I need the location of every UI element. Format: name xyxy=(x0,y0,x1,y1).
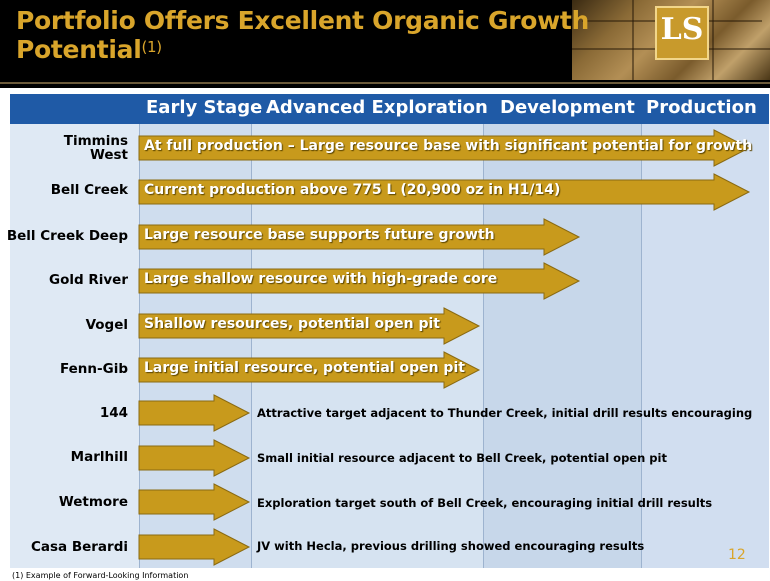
desc-144: Attractive target adjacent to Thunder Cr… xyxy=(257,406,753,420)
slide-title: Portfolio Offers Excellent Organic Growt… xyxy=(16,6,589,64)
label-column xyxy=(10,94,139,568)
title-footnote-ref: (1) xyxy=(141,38,162,56)
row-label-timmins-west: Timmins West xyxy=(63,133,128,163)
column-header-development: Development xyxy=(500,97,635,118)
row-label-bell-creek-deep: Bell Creek Deep xyxy=(6,228,128,244)
row-label-fenn-gib: Fenn-Gib xyxy=(59,361,128,377)
divider-2 xyxy=(251,124,252,568)
arrow-144 xyxy=(138,394,251,432)
arrow-vogel: Shallow resources, potential open pit xyxy=(138,307,481,345)
arrow-fenn-gib: Large initial resource, potential open p… xyxy=(138,351,481,389)
company-logo: LS xyxy=(655,6,709,60)
row-label-wetmore: Wetmore xyxy=(58,494,128,510)
divider-3 xyxy=(483,124,484,568)
arrow-bell-creek: Current production above 775 L (20,900 o… xyxy=(138,173,751,211)
desc-marlhill: Small initial resource adjacent to Bell … xyxy=(257,451,667,465)
row-label-gold-river: Gold River xyxy=(49,272,128,288)
divider-1 xyxy=(139,124,140,568)
stage-chart: Early Stage Advanced Exploration Develop… xyxy=(6,94,769,568)
column-header-early: Early Stage xyxy=(146,97,263,118)
column-header-advanced: Advanced Exploration xyxy=(266,97,488,118)
column-header-band xyxy=(10,94,769,124)
row-label-bell-creek: Bell Creek xyxy=(50,182,128,198)
page-number: 12 xyxy=(728,547,746,563)
arrow-bell-creek-deep: Large resource base supports future grow… xyxy=(138,218,581,256)
row-label-144: 144 xyxy=(99,405,128,421)
arrow-marlhill xyxy=(138,439,251,477)
row-label-vogel: Vogel xyxy=(85,317,128,333)
row-label-marlhill: Marlhill xyxy=(70,449,128,465)
divider-4 xyxy=(641,124,642,568)
footnote: (1) Example of Forward-Looking Informati… xyxy=(12,571,189,580)
title-line-2: Potential xyxy=(16,35,142,64)
arrow-gold-river: Large shallow resource with high-grade c… xyxy=(138,262,581,300)
header-divider xyxy=(0,82,770,84)
column-header-production: Production xyxy=(646,97,757,118)
title-line-1: Portfolio Offers Excellent Organic Growt… xyxy=(16,6,590,35)
desc-casa-berardi: JV with Hecla, previous drilling showed … xyxy=(257,539,645,553)
desc-wetmore: Exploration target south of Bell Creek, … xyxy=(257,496,713,510)
band-production xyxy=(641,94,769,568)
slide-header: LS Portfolio Offers Excellent Organic Gr… xyxy=(0,0,770,88)
row-label-casa-berardi: Casa Berardi xyxy=(30,539,128,555)
arrow-wetmore xyxy=(138,483,251,521)
band-development xyxy=(483,94,641,568)
arrow-casa-berardi xyxy=(138,528,251,566)
arrow-timmins-west: At full production – Large resource base… xyxy=(138,129,752,167)
